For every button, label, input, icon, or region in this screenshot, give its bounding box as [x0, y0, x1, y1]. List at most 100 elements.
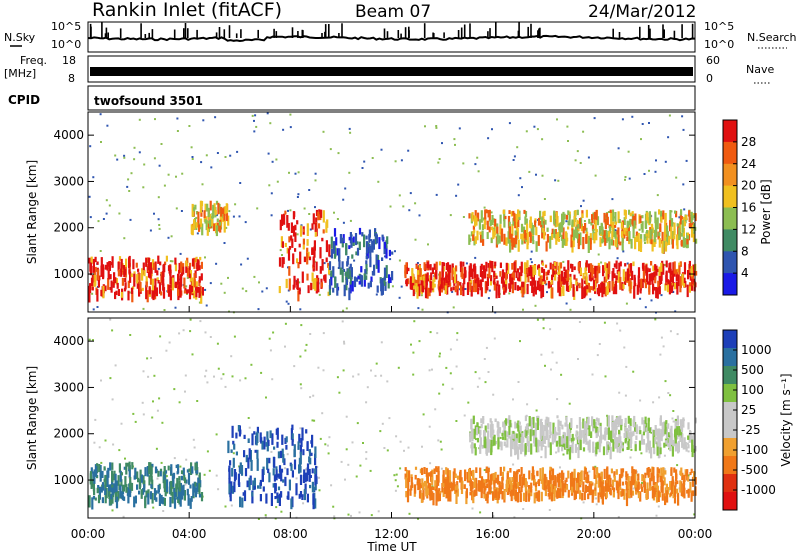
colorbar-tick-label: 4 [741, 266, 749, 280]
noise-right-tick-high: 10^5 [704, 20, 734, 33]
noise-spike [518, 22, 520, 38]
noise-spike [673, 30, 676, 38]
y-tick-label: 3000 [53, 174, 84, 188]
noise-spike [144, 34, 147, 38]
noise-spike [489, 28, 491, 38]
freq-band [90, 67, 693, 76]
velocity-panel: 1000 2000 3000 4000 Slant Range [km] [25, 317, 697, 520]
power-panel: 1000 2000 3000 4000 Slant Range [km] [25, 111, 698, 314]
noise-spike [612, 28, 614, 38]
colorbar-tick-label: 12 [741, 222, 756, 236]
colorbar-segment [723, 456, 737, 475]
noise-left-tick-high: 10^5 [51, 20, 81, 33]
date-title: 24/Mar/2012 [588, 2, 696, 22]
noise-spike [273, 28, 275, 38]
noise-panel: N.Sky 10^5 10^0 10^5 10^0 N.Search [4, 20, 797, 53]
noise-spike [663, 29, 665, 38]
freq-tick-high: 18 [62, 54, 76, 67]
noise-spike [148, 32, 150, 38]
noise-spike [432, 32, 434, 38]
noise-spike [618, 32, 621, 38]
station-title: Rankin Inlet (fitACF) [92, 0, 282, 21]
colorbar-segment [723, 229, 737, 252]
noise-spike [443, 32, 445, 38]
time-tick-label: 20:00 [577, 527, 612, 541]
noise-spike [328, 24, 330, 38]
noise-spike [386, 31, 389, 38]
cpid-label: CPID [8, 93, 40, 107]
noise-spike [140, 23, 142, 38]
noise-spike [527, 26, 529, 38]
noise-spike [89, 23, 92, 38]
time-tick-label: 04:00 [172, 527, 207, 541]
noise-left-label: N.Sky [4, 31, 36, 44]
colorbar-segment [723, 251, 737, 274]
noise-spike [338, 33, 340, 38]
y-tick-label: 4000 [53, 128, 84, 142]
power-colorbar: 4 8 12 16 20 24 28 [722, 119, 756, 296]
colorbar-segment [723, 163, 737, 187]
noise-spike [423, 23, 426, 38]
power-ylabel: Slant Range [km] [25, 160, 39, 264]
colorbar-segment [723, 120, 737, 143]
colorbar-tick-label: 20 [741, 179, 756, 193]
freq-unit: [MHz] [4, 67, 36, 80]
freq-tick-low: 8 [68, 72, 75, 85]
noise-spike [404, 27, 407, 38]
colorbar-tick-label: 24 [741, 157, 756, 171]
noise-spike [151, 29, 154, 38]
noise-spike [301, 29, 304, 38]
noise-spike [537, 30, 539, 38]
noise-spike [639, 26, 641, 38]
colorbar-segment [723, 366, 737, 385]
power-heatmap [88, 112, 698, 314]
colorbar-tick-label: -500 [741, 463, 768, 477]
colorbar-segment [723, 207, 737, 230]
noise-spike [223, 29, 226, 38]
noise-spike [397, 30, 400, 38]
colorbar-tick-label: 500 [741, 363, 764, 377]
colorbar-tick-label: 1000 [741, 343, 772, 357]
nave-tick-low: 0 [706, 72, 713, 85]
colorbar-segment [723, 492, 737, 511]
noise-spike [275, 31, 278, 38]
noise-spike [400, 33, 402, 38]
noise-spike [235, 33, 238, 38]
freq-panel: Freq. [MHz] 18 8 60 0 Nave [4, 54, 774, 85]
noise-spike [184, 23, 187, 38]
noise-right-tick-low: 10^0 [704, 38, 734, 51]
noise-spike [469, 23, 471, 38]
noise-spike [196, 29, 198, 38]
noise-spike [257, 29, 259, 38]
y-tick-label: 2000 [53, 221, 84, 235]
noise-spike [647, 25, 650, 38]
beam-title: Beam 07 [355, 2, 431, 22]
noise-spike [487, 31, 489, 38]
colorbar-tick-label: 28 [741, 135, 756, 149]
colorbar-segment [723, 141, 737, 165]
noise-spikes [89, 22, 694, 38]
noise-spike [495, 22, 497, 38]
nave-label: Nave [746, 63, 774, 76]
time-axis: 00:00 04:00 08:00 12:00 16:00 20:00 00:00 [71, 306, 713, 541]
colorbar-segment [723, 474, 737, 493]
y-tick-label: 1000 [53, 267, 84, 281]
noise-spike [173, 29, 176, 38]
noise-spike [321, 33, 323, 38]
noise-spike [383, 28, 386, 38]
colorbar-segment [723, 273, 737, 296]
noise-spike [218, 27, 221, 38]
colorbar-segment [723, 420, 737, 439]
y-tick-label: 4000 [53, 334, 84, 348]
cpid-value: twofsound 3501 [94, 94, 203, 108]
noise-spike [649, 28, 651, 38]
time-tick-label: 00:00 [678, 527, 713, 541]
time-tick-label: 08:00 [273, 527, 308, 541]
freq-label: Freq. [20, 54, 47, 67]
colorbar-tick-label: -100 [741, 443, 768, 457]
velocity-heatmap [88, 318, 697, 520]
colorbar-segment [723, 438, 737, 457]
colorbar-segment [723, 384, 737, 403]
colorbar-segment [723, 348, 737, 367]
